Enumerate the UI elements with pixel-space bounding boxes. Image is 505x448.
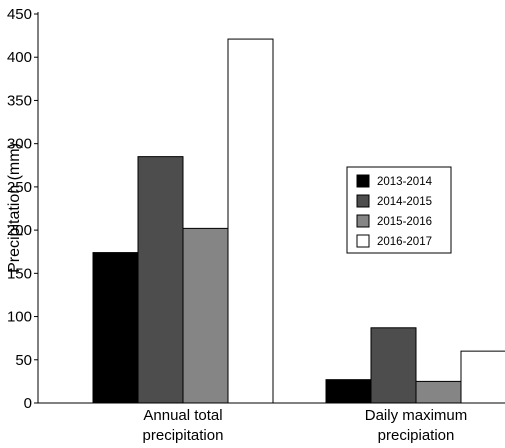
y-tick-label: 50 (15, 352, 32, 369)
legend-label: 2014-2015 (377, 196, 432, 208)
bars-layer (92, 38, 505, 404)
legend-swatch (356, 174, 370, 188)
bar-2013-2014-1 (325, 379, 372, 404)
bar-2013-2014-0 (92, 252, 139, 404)
category-label: Annual total (143, 407, 222, 424)
legend-swatch (356, 194, 370, 208)
category-labels: Annual total precipitation Daily maximum pr… (143, 407, 468, 444)
legend-label: 2016-2017 (377, 236, 432, 248)
legend-swatch (356, 234, 370, 248)
y-tick-labels: 0 50 100 150 200 250 300 350 400 450 (7, 6, 38, 412)
legend: 2013-2014 2014-2015 2015-2016 2016-2017 (346, 166, 452, 254)
bar-2014-2015-0 (137, 156, 184, 404)
bar-2016-2017-0 (227, 38, 274, 404)
y-tick-label: 100 (7, 309, 32, 326)
legend-label: 2013-2014 (377, 176, 433, 188)
y-tick-label: 200 (7, 222, 32, 239)
bar-2015-2016-0 (182, 227, 229, 404)
y-tick-label: 150 (7, 265, 32, 282)
y-tick-label: 350 (7, 92, 32, 109)
bar-2016-2017-1 (460, 350, 505, 404)
category-label: precipitation (143, 427, 224, 444)
y-tick-label: 450 (7, 6, 32, 23)
bar-2014-2015-1 (370, 327, 417, 404)
y-tick-label: 300 (7, 136, 32, 153)
legend-swatch (356, 214, 370, 228)
y-tick-label: 0 (24, 395, 32, 412)
category-label: precipiation (378, 427, 455, 444)
y-axis-label: Precipitation (mm) (6, 143, 23, 273)
category-label: Daily maximum (365, 407, 468, 424)
y-tick-label: 400 (7, 49, 32, 66)
legend-label: 2015-2016 (377, 216, 432, 228)
y-tick-label: 250 (7, 179, 32, 196)
axis-layer (37, 12, 505, 404)
bar-2015-2016-1 (415, 380, 462, 404)
